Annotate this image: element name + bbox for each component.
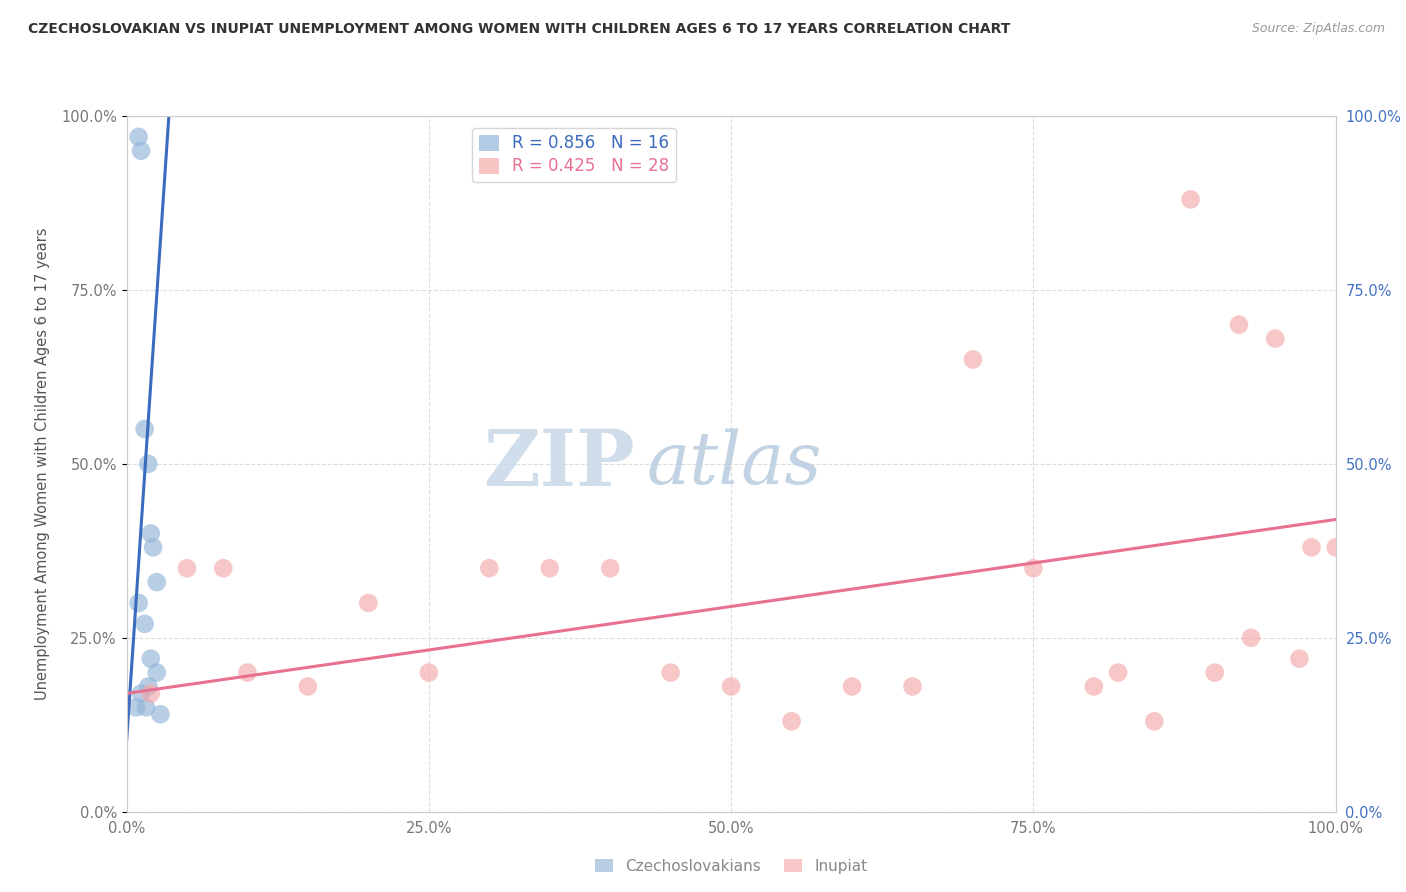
- Y-axis label: Unemployment Among Women with Children Ages 6 to 17 years: Unemployment Among Women with Children A…: [35, 227, 49, 700]
- Point: [1227, 318, 1250, 332]
- Point: [1107, 665, 1129, 680]
- Point: [1264, 332, 1286, 346]
- Text: atlas: atlas: [647, 428, 823, 500]
- Point: [418, 665, 440, 680]
- Point: [1288, 651, 1310, 665]
- Point: [139, 526, 162, 541]
- Point: [962, 352, 984, 367]
- Point: [538, 561, 561, 575]
- Point: [129, 144, 152, 158]
- Point: [125, 700, 148, 714]
- Point: [478, 561, 501, 575]
- Point: [1204, 665, 1226, 680]
- Point: [134, 422, 156, 436]
- Point: [236, 665, 259, 680]
- Point: [659, 665, 682, 680]
- Point: [841, 680, 863, 694]
- Point: [720, 680, 742, 694]
- Point: [128, 129, 150, 144]
- Point: [139, 686, 162, 700]
- Point: [142, 541, 165, 555]
- Point: [1022, 561, 1045, 575]
- Point: [1143, 714, 1166, 729]
- Point: [901, 680, 924, 694]
- Point: [780, 714, 803, 729]
- Point: [1083, 680, 1105, 694]
- Point: [136, 457, 159, 471]
- Point: [139, 651, 162, 665]
- Point: [1324, 541, 1347, 555]
- Point: [149, 707, 172, 722]
- Point: [135, 700, 157, 714]
- Point: [1301, 541, 1323, 555]
- Point: [297, 680, 319, 694]
- Point: [1180, 193, 1202, 207]
- Point: [1240, 631, 1263, 645]
- Point: [128, 596, 150, 610]
- Legend: Czechoslovakians, Inupiat: Czechoslovakians, Inupiat: [589, 853, 873, 880]
- Text: ZIP: ZIP: [482, 425, 634, 502]
- Text: Source: ZipAtlas.com: Source: ZipAtlas.com: [1251, 22, 1385, 36]
- Point: [176, 561, 198, 575]
- Point: [146, 665, 169, 680]
- Point: [599, 561, 621, 575]
- Point: [129, 686, 152, 700]
- Point: [212, 561, 235, 575]
- Text: CZECHOSLOVAKIAN VS INUPIAT UNEMPLOYMENT AMONG WOMEN WITH CHILDREN AGES 6 TO 17 Y: CZECHOSLOVAKIAN VS INUPIAT UNEMPLOYMENT …: [28, 22, 1011, 37]
- Point: [136, 680, 159, 694]
- Point: [357, 596, 380, 610]
- Legend: R = 0.856   N = 16, R = 0.425   N = 28: R = 0.856 N = 16, R = 0.425 N = 28: [472, 128, 676, 182]
- Point: [134, 616, 156, 631]
- Point: [146, 575, 169, 590]
